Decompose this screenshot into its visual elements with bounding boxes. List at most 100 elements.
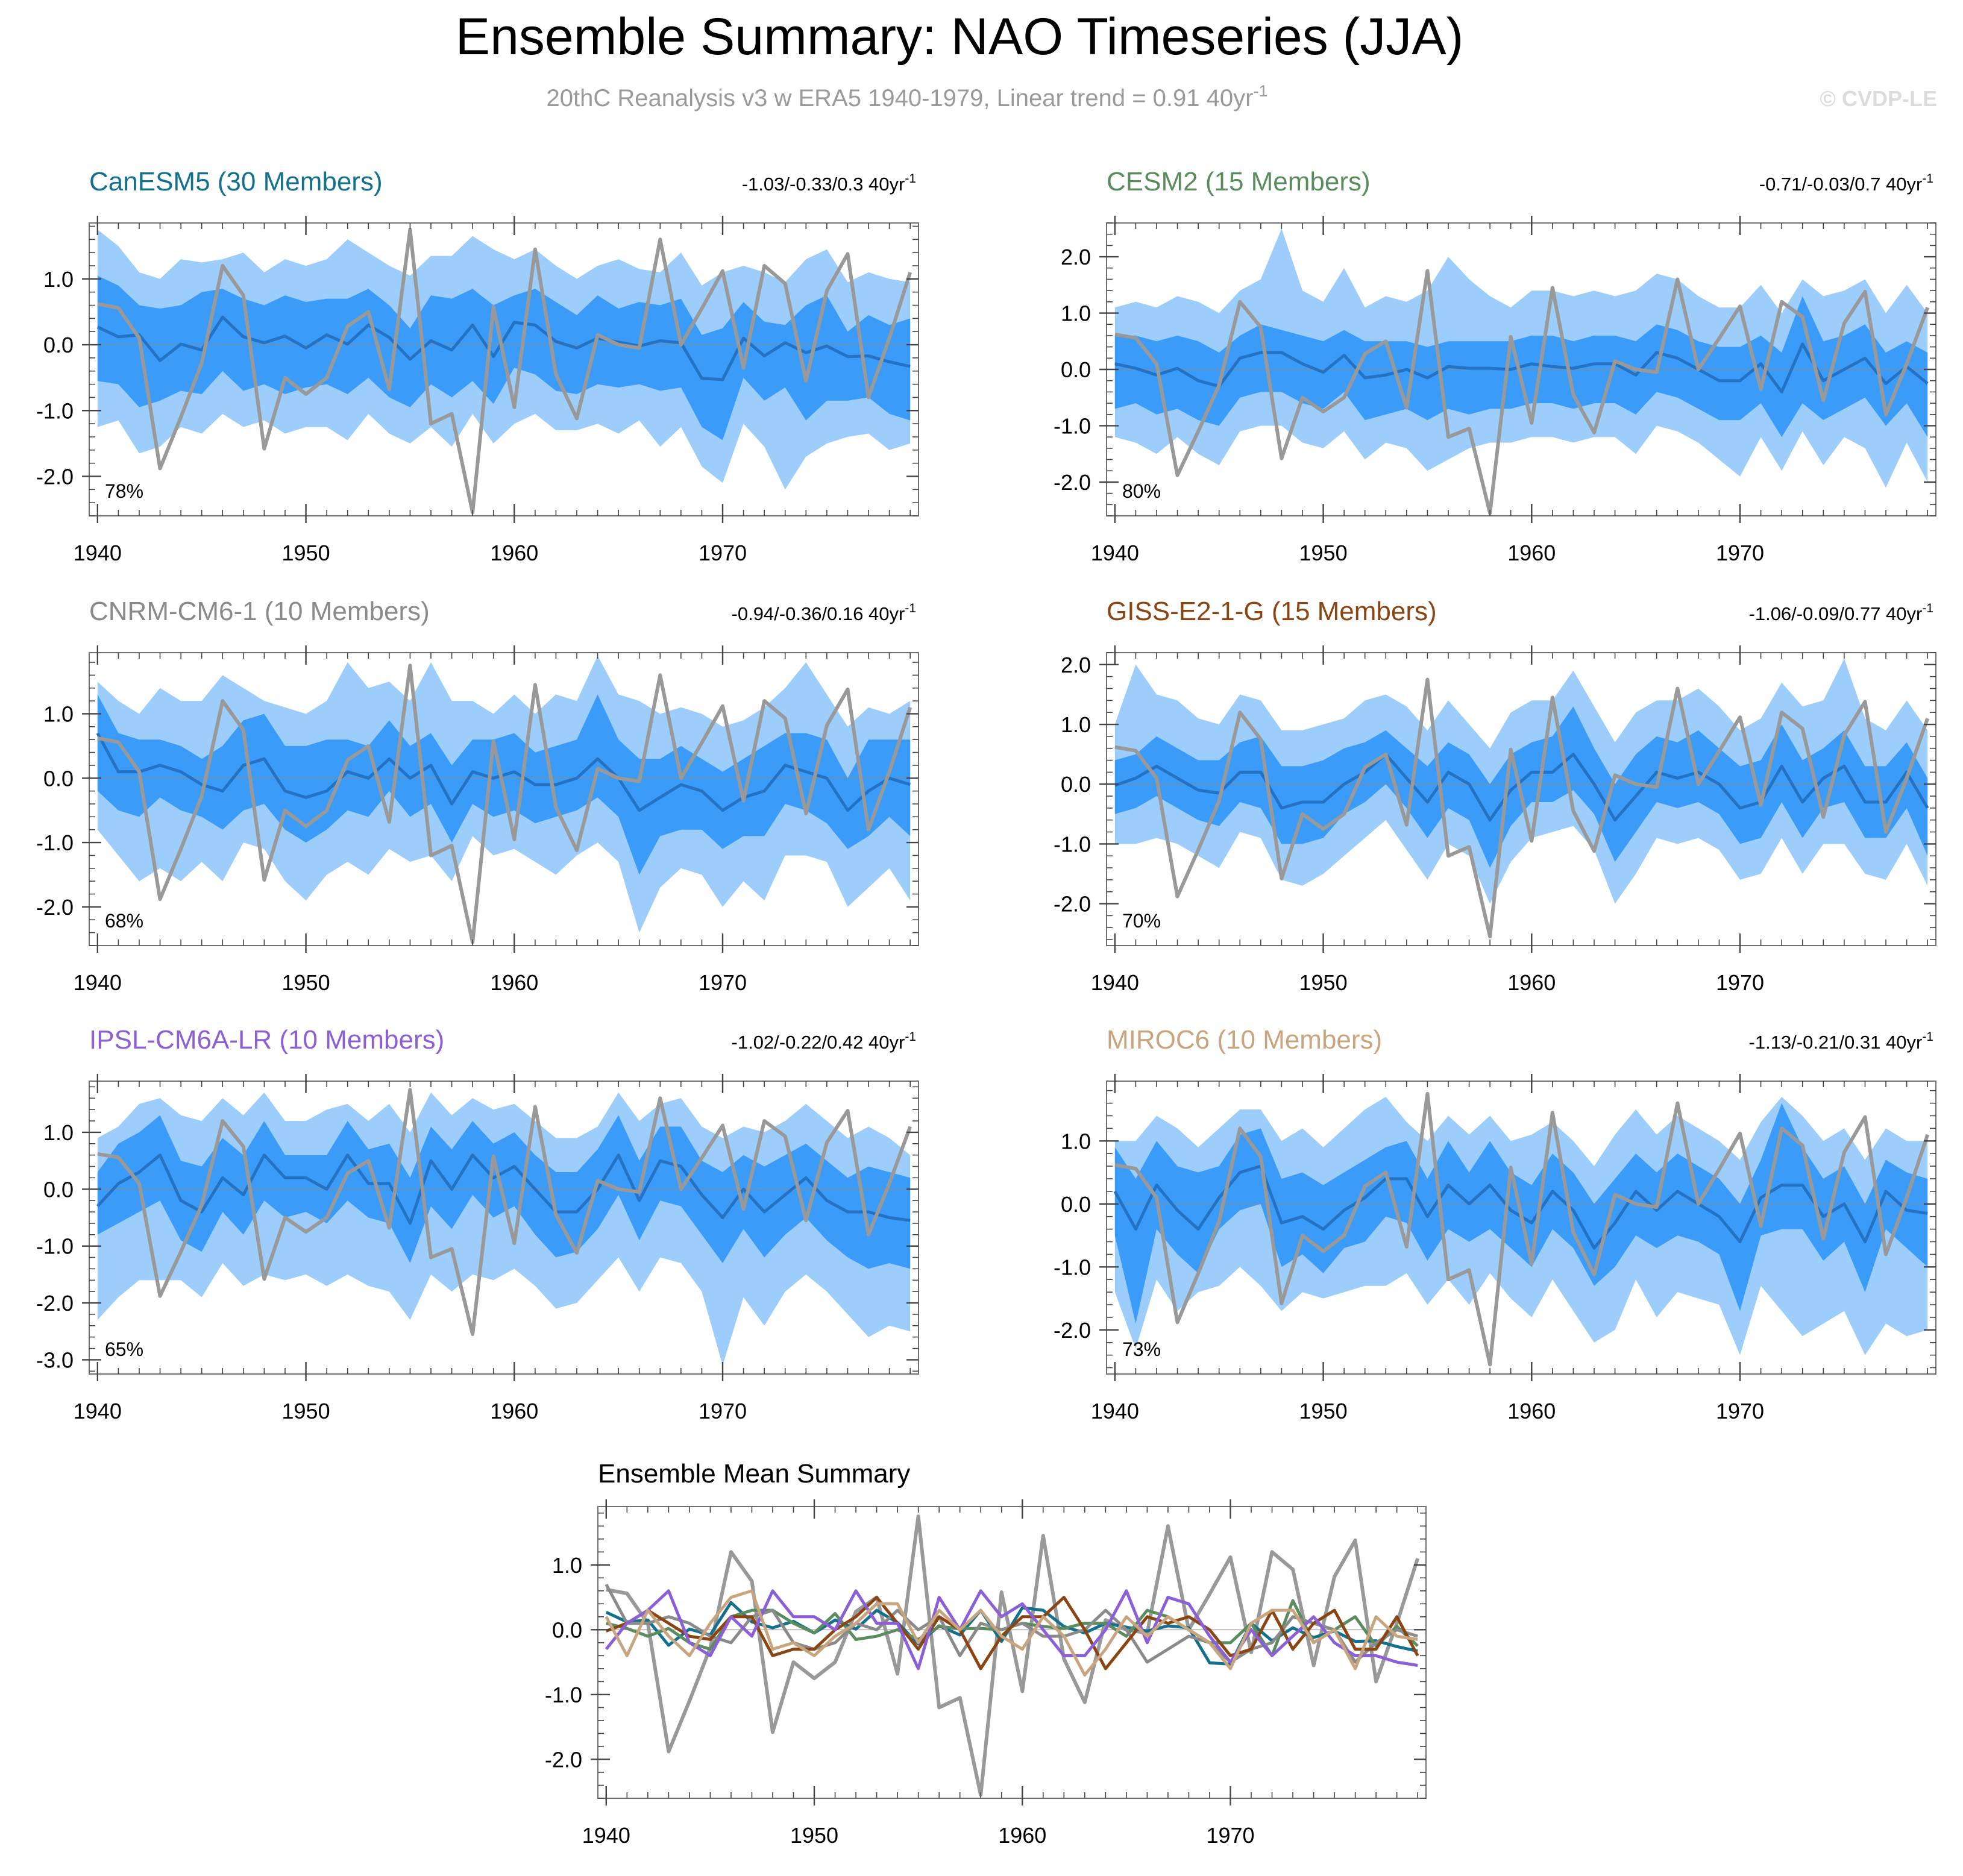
x-tick-label: 1970 (1716, 970, 1764, 995)
trend-range-text: -1.13/-0.21/0.31 40yr (1749, 1032, 1923, 1053)
y-tick-label: 0.0 (43, 333, 74, 357)
plot-content (89, 1088, 919, 1366)
y-tick-label: -1.0 (545, 1683, 582, 1707)
x-tick-label: 1950 (282, 1399, 330, 1423)
y-tick-label: -1.0 (36, 830, 74, 855)
panel-title: IPSL-CM6A-LR (10 Members) (89, 1025, 444, 1055)
y-tick-label: -2.0 (1054, 1318, 1091, 1343)
plot-content (89, 656, 919, 944)
x-tick-label: 1940 (1091, 1399, 1139, 1423)
y-tick-label: 1.0 (43, 701, 74, 726)
panel-title: MIROC6 (10 Members) (1107, 1025, 1382, 1055)
observed-line (1114, 1091, 1930, 1367)
y-tick-label: -1.0 (36, 1234, 74, 1259)
tick-marks (1099, 1074, 1936, 1381)
x-tick-label: 1960 (998, 1823, 1046, 1848)
plot-area (598, 1507, 1426, 1798)
y-tick-label: 0.0 (43, 766, 74, 791)
trend-range-text: -0.71/-0.03/0.7 40yr (1759, 174, 1923, 195)
plot-frame (1106, 1081, 1936, 1375)
trend-range-superscript: -1 (905, 172, 916, 186)
y-tick-label: 1.0 (43, 1120, 74, 1145)
observed-line (97, 227, 912, 515)
y-tick-label: -1.0 (1054, 1255, 1091, 1279)
y-tick-label: 2.0 (1061, 245, 1091, 269)
percent-within-label: 80% (1122, 480, 1161, 502)
ensemble-mean-line (96, 732, 911, 812)
tick-marks (82, 1074, 919, 1381)
y-tick-label: 0.0 (1061, 1192, 1091, 1217)
x-tick-label: 1940 (1091, 541, 1139, 565)
y-tick-label: -2.0 (1054, 892, 1091, 917)
trend-range-superscript: -1 (1922, 172, 1933, 186)
y-tick-label: -2.0 (36, 1291, 74, 1316)
y-tick-label: -2.0 (545, 1747, 582, 1772)
y-tick-label: 0.0 (1061, 357, 1091, 382)
ensemble-mean-line (1114, 753, 1929, 822)
chart-panel-cnrm: 1.0 0.0 -1.0 -2.0 1940 1950 1960 1970 CNRM-CM6-1… (36, 597, 919, 995)
x-tick-label: 1970 (699, 1399, 747, 1423)
x-tick-label: 1950 (282, 970, 330, 995)
y-tick-label: 2.0 (1061, 653, 1091, 677)
x-tick-label: 1940 (74, 1399, 122, 1423)
percent-within-label: 65% (105, 1338, 143, 1360)
trend-range-label: -0.71/-0.03/0.7 40yr-1 (1759, 172, 1933, 195)
x-tick-label: 1970 (1716, 1399, 1764, 1423)
x-tick-label: 1950 (282, 541, 330, 565)
panel-title: CESM2 (15 Members) (1107, 167, 1371, 196)
x-tick-label: 1950 (1299, 1399, 1348, 1423)
panel-title: CanESM5 (30 Members) (89, 167, 383, 196)
y-tick-label: -2.0 (36, 464, 74, 489)
x-tick-label: 1960 (1507, 541, 1556, 565)
y-tick-label: 1.0 (43, 267, 74, 292)
plot-frame (89, 1081, 919, 1375)
percent-within-label: 73% (1122, 1338, 1161, 1360)
chart-panel-mean: 1.0 0.0 -1.0 -2.0 1940 1950 1960 1970 Ensemble M… (545, 1459, 1427, 1848)
watermark: © CVDP-LE (1820, 86, 1937, 111)
trend-range-label: -0.94/-0.36/0.16 40yr-1 (732, 601, 916, 624)
trend-range-label: -1.06/-0.09/0.77 40yr-1 (1749, 601, 1933, 624)
mean-line-miroc6 (605, 1589, 1418, 1677)
trend-range-text: -1.03/-0.33/0.3 40yr (742, 174, 905, 195)
x-tick-label: 1940 (74, 541, 122, 565)
tick-marks (591, 1499, 1426, 1805)
chart-panel-canesm5: 1.0 0.0 -1.0 -2.0 1940 1950 1960 1970 CanESM5 (3… (36, 167, 919, 565)
y-tick-label: -1.0 (1054, 413, 1091, 438)
x-tick-label: 1960 (490, 1399, 538, 1423)
ensemble-mean-line (96, 315, 911, 381)
y-tick-label: 0.0 (552, 1617, 582, 1642)
trend-range-label: -1.03/-0.33/0.3 40yr-1 (742, 172, 916, 195)
trend-range-superscript: -1 (905, 601, 916, 615)
observed-line (97, 1088, 912, 1336)
plot-content (1107, 228, 1936, 515)
ensemble-mean-line (1114, 342, 1929, 394)
trend-range-text: -1.06/-0.09/0.77 40yr (1749, 603, 1923, 624)
x-tick-label: 1940 (582, 1823, 630, 1848)
x-tick-label: 1960 (490, 970, 538, 995)
panel-title: CNRM-CM6-1 (10 Members) (89, 597, 430, 626)
y-tick-label: -2.0 (36, 895, 74, 920)
y-tick-label: -2.0 (1054, 470, 1091, 495)
y-tick-label: -1.0 (1054, 832, 1091, 856)
x-tick-label: 1960 (1507, 1399, 1556, 1423)
tick-marks (1099, 645, 1936, 953)
x-tick-label: 1960 (490, 541, 538, 565)
mean-line-ipsl (605, 1589, 1418, 1671)
x-tick-label: 1970 (699, 541, 747, 565)
x-tick-label: 1970 (1716, 541, 1764, 565)
trend-range-label: -1.02/-0.22/0.42 40yr-1 (732, 1030, 916, 1053)
percent-within-label: 68% (105, 910, 143, 932)
x-tick-label: 1950 (790, 1823, 838, 1848)
x-tick-label: 1950 (1299, 970, 1348, 995)
percent-within-label: 78% (105, 480, 143, 502)
trend-range-superscript: -1 (1922, 601, 1933, 615)
observed-line (1114, 677, 1930, 939)
trend-range-superscript: -1 (905, 1030, 916, 1044)
tick-marks (1099, 216, 1936, 523)
chart-panel-cesm2: 2.0 1.0 0.0 -1.0 -2.0 1940 1950 1960 1970 CESM2 (… (1054, 167, 1936, 565)
observed-line (97, 664, 912, 944)
tick-marks (82, 645, 919, 953)
y-tick-label: 1.0 (1061, 301, 1091, 326)
chart-panel-giss: 2.0 1.0 0.0 -1.0 -2.0 1940 1950 1960 1970 GISS-E2… (1054, 597, 1936, 995)
